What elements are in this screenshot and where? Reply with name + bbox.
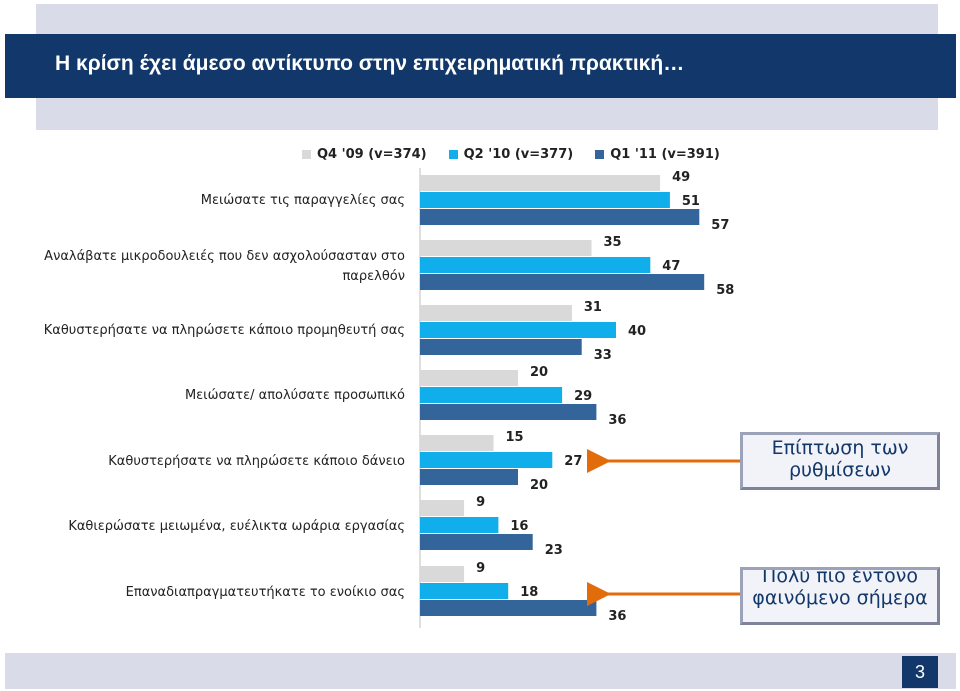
data-label-s3-c6: 23 <box>545 543 563 558</box>
callout-regulations: Επίπτωση των ρυθμίσεων <box>740 432 940 490</box>
title-bar: Η κρίση έχει άμεσο αντίκτυπο στην επιχει… <box>5 34 956 98</box>
bar-s1-c6 <box>420 500 465 516</box>
legend-swatch-2 <box>448 149 458 159</box>
legend-item-1: Q4 '09 (v=374) <box>302 147 427 162</box>
bar-s1-c1 <box>420 175 661 191</box>
bar-s3-c7 <box>420 600 597 616</box>
category-label: Μειώσατε τις παραγγελίες σας <box>200 193 405 208</box>
data-label-s1-c1: 49 <box>672 170 690 185</box>
bar-s1-c7 <box>420 566 465 582</box>
data-label-s1-c4: 20 <box>530 365 548 380</box>
bottom-band <box>5 653 956 689</box>
top-band <box>36 4 938 34</box>
bar-s1-c2 <box>420 240 592 256</box>
data-label-s1-c6: 9 <box>476 495 485 510</box>
bar-s3-c5 <box>420 469 518 485</box>
data-label-s1-c5: 15 <box>506 430 524 445</box>
legend-label-2: Q2 '10 (v=377) <box>463 146 574 162</box>
data-label-s2-c7: 18 <box>520 585 538 600</box>
bar-s2-c7 <box>420 583 509 599</box>
data-label-s2-c2: 47 <box>662 259 680 274</box>
chart-legend: Q4 '09 (v=374) Q2 '10 (v=377) Q1 '11 (v=… <box>302 146 742 162</box>
bar-s3-c1 <box>420 209 700 225</box>
data-label-s2-c5: 27 <box>564 454 582 469</box>
category-label: Αναλάβατε μικροδουλειές που δεν ασχολούσ… <box>44 249 405 284</box>
legend-item-2: Q2 '10 (v=377) <box>448 146 574 162</box>
category-label: Καθιερώσατε μειωμένα, ευέλικτα ωράρια ερ… <box>68 519 405 534</box>
bar-s3-c3 <box>420 339 582 355</box>
data-label-s2-c3: 40 <box>628 324 646 339</box>
legend-label-3: Q1 '11 (v=391) <box>610 146 720 162</box>
category-label: Καθυστερήσατε να πληρώσετε κάποιο δάνειο <box>108 454 405 469</box>
data-label-s3-c2: 58 <box>716 283 734 298</box>
data-label-s2-c6: 16 <box>510 519 528 534</box>
data-label-s3-c3: 33 <box>594 348 612 363</box>
bar-s2-c1 <box>420 192 670 208</box>
data-label-s2-c4: 29 <box>574 389 592 404</box>
category-label: Μειώσατε/ απολύσατε προσωπικό <box>184 388 405 403</box>
bar-s2-c6 <box>420 517 499 533</box>
data-label-s3-c5: 20 <box>530 478 548 493</box>
bar-s1-c3 <box>420 305 572 321</box>
data-label-s3-c7: 36 <box>608 609 626 624</box>
bar-s3-c4 <box>420 404 597 420</box>
page-number: 3 <box>902 656 938 688</box>
legend-label-1: Q4 '09 (v=374) <box>317 146 427 162</box>
data-label-s1-c2: 35 <box>604 235 622 250</box>
legend-swatch-3 <box>595 149 605 159</box>
bar-s2-c2 <box>420 257 651 273</box>
data-label-s3-c4: 36 <box>608 413 626 428</box>
category-label: Καθυστερήσατε να πληρώσετε κάποιο προμηθ… <box>43 323 405 338</box>
bar-s2-c3 <box>420 322 616 338</box>
category-label: Επαναδιαπραγματευτήκατε το ενοίκιο σας <box>125 585 405 600</box>
slide-title: Η κρίση έχει άμεσο αντίκτυπο στην επιχει… <box>55 52 685 75</box>
data-label-s1-c3: 31 <box>584 300 602 315</box>
bar-s3-c2 <box>420 274 705 290</box>
bar-s3-c6 <box>420 534 533 550</box>
legend-swatch-1 <box>302 149 311 159</box>
bar-s1-c5 <box>420 435 494 451</box>
data-label-s3-c1: 57 <box>711 218 729 233</box>
data-label-s2-c1: 51 <box>682 194 700 209</box>
sub-band <box>36 98 938 130</box>
callout-more-intense: Πολύ πιο έντονο φαινόμενο σήμερα <box>740 567 940 625</box>
bar-s2-c5 <box>420 452 553 468</box>
bar-s2-c4 <box>420 387 563 403</box>
bar-s1-c4 <box>420 370 518 386</box>
legend-item-3: Q1 '11 (v=391) <box>595 147 720 162</box>
data-label-s1-c7: 9 <box>476 561 485 576</box>
callout-more-intense-text: Πολύ πιο έντονο φαινόμενο σήμερα <box>752 567 928 609</box>
